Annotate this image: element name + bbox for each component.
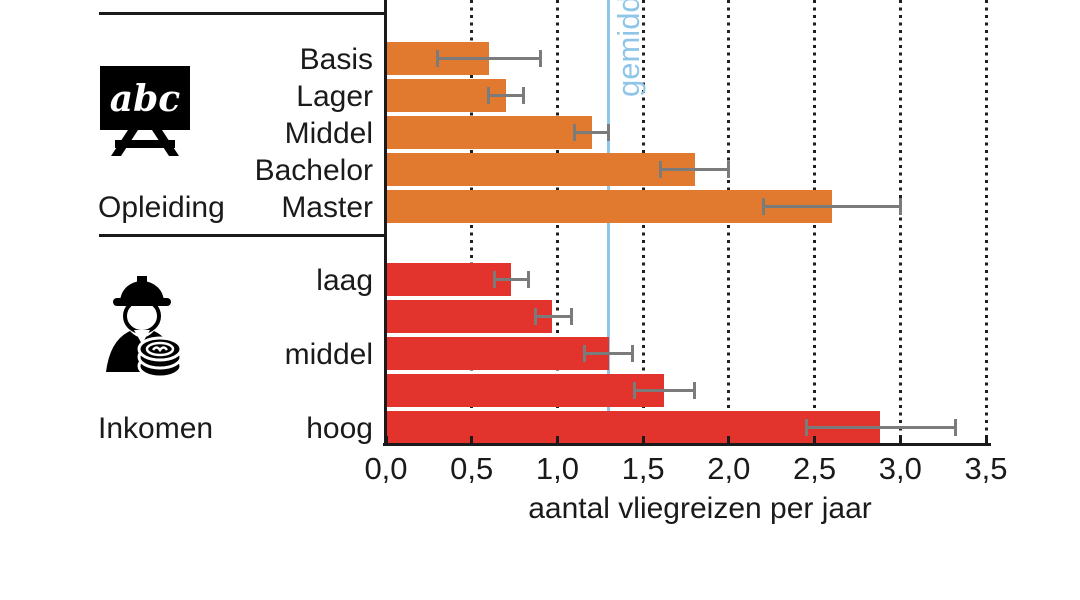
axis-tick — [813, 436, 817, 444]
bar-label: hoog — [306, 411, 373, 445]
error-bar-line — [763, 205, 901, 208]
x-axis-title: aantal vliegreizen per jaar — [528, 492, 872, 525]
x-axis-line — [383, 443, 991, 446]
error-bar-cap-low — [492, 271, 496, 288]
axis-tick-label: 1,5 — [621, 451, 665, 486]
error-bar-line — [634, 389, 695, 392]
axis-tick — [984, 436, 988, 444]
data-bar — [386, 116, 592, 149]
error-bar-line — [535, 315, 572, 318]
axis-tick — [470, 436, 474, 444]
bar-label: Middel — [284, 116, 373, 150]
axis-tick-label: 0,0 — [364, 451, 408, 486]
axis-tick — [641, 436, 645, 444]
error-bar-cap-low — [633, 382, 637, 399]
error-bar-line — [806, 426, 956, 429]
axis-tick-label: 2,0 — [707, 451, 751, 486]
data-bar — [386, 153, 695, 186]
error-bar-cap-high — [607, 124, 611, 141]
group-label: Inkomen — [98, 411, 214, 445]
error-bar-cap-high — [569, 308, 573, 325]
error-bar-cap-high — [526, 271, 530, 288]
error-bar-cap-high — [953, 419, 957, 436]
error-bar-line — [584, 352, 633, 355]
error-bar-cap-low — [487, 87, 491, 104]
top-section-divider — [99, 12, 386, 15]
error-bar-cap-low — [804, 419, 808, 436]
error-bar-line — [574, 131, 609, 134]
axis-tick-label: 0,5 — [450, 451, 494, 486]
axis-tick — [727, 436, 731, 444]
bar-label: Master — [281, 190, 373, 224]
axis-tick-label: 1,0 — [535, 451, 579, 486]
gridline — [898, 0, 902, 444]
error-bar-cap-high — [631, 345, 635, 362]
mid-section-divider — [99, 234, 386, 237]
data-bar — [386, 263, 512, 296]
error-bar-cap-low — [761, 198, 765, 215]
axis-tick — [555, 436, 559, 444]
error-bar-cap-low — [573, 124, 577, 141]
bar-label: Bachelor — [254, 153, 373, 187]
error-bar-cap-high — [693, 382, 697, 399]
bar-label: laag — [316, 263, 373, 297]
data-bar — [386, 411, 880, 444]
data-bar — [386, 79, 506, 112]
axis-tick — [898, 436, 902, 444]
gridline — [984, 0, 988, 444]
error-bar-cap-high — [898, 198, 902, 215]
error-bar-line — [494, 278, 529, 281]
data-bar — [386, 337, 609, 370]
error-bar-cap-low — [533, 308, 537, 325]
error-bar-cap-high — [521, 87, 525, 104]
error-bar-line — [488, 94, 524, 97]
error-bar-line — [660, 168, 729, 171]
svg-text:abc: abc — [110, 78, 180, 120]
axis-tick-label: 3,0 — [878, 451, 922, 486]
error-bar-line — [437, 57, 541, 60]
axis-tick-label: 2,5 — [793, 451, 837, 486]
error-bar-cap-high — [727, 161, 731, 178]
group-label: Opleiding — [98, 190, 225, 224]
plot-left-border — [384, 0, 387, 446]
error-bar-cap-low — [658, 161, 662, 178]
error-bar-cap-low — [583, 345, 587, 362]
chalkboard-abc-icon: abc — [100, 66, 190, 156]
axis-tick-label: 3,5 — [964, 451, 1008, 486]
data-bar — [386, 190, 832, 223]
average-reference-label: gemiddeld — [611, 0, 646, 97]
error-bar-cap-high — [538, 50, 542, 67]
bar-label: Lager — [296, 79, 373, 113]
data-bar — [386, 300, 553, 333]
bar-label: middel — [284, 337, 373, 371]
worker-coins-icon — [106, 276, 183, 379]
error-bar-cap-low — [435, 50, 439, 67]
bar-label: Basis — [299, 42, 373, 76]
data-bar — [386, 374, 664, 407]
